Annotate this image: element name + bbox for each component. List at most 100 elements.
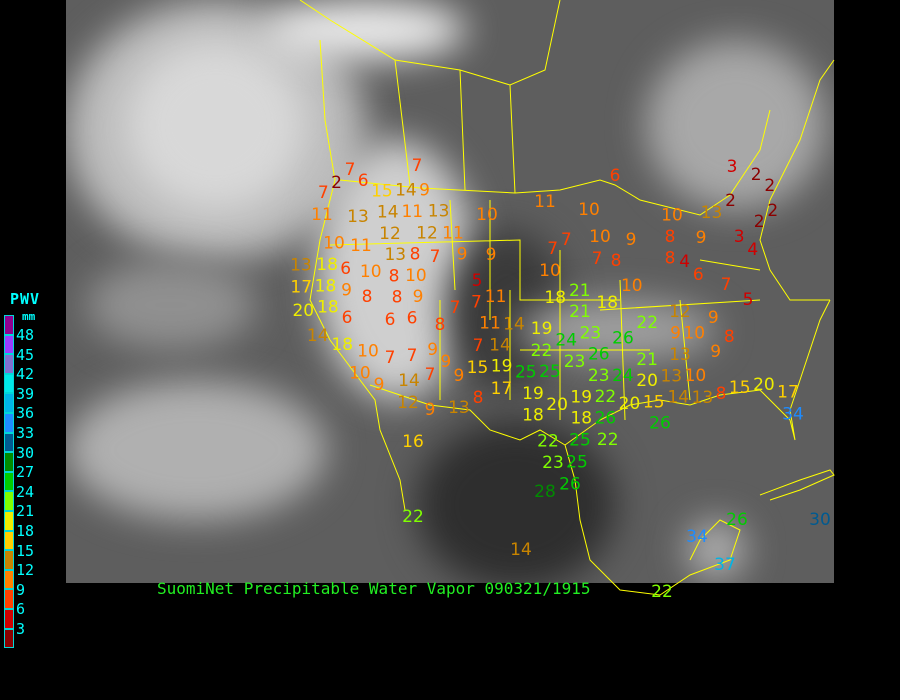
gulf-coast-north xyxy=(564,299,831,446)
station-pwv-value: 30 xyxy=(809,510,831,530)
station-pwv-value: 19 xyxy=(522,384,544,404)
station-pwv-value: 10 xyxy=(578,200,600,220)
station-pwv-value: 7 xyxy=(547,239,558,259)
station-pwv-value: 9 xyxy=(453,366,464,386)
state-lines xyxy=(329,199,761,421)
station-pwv-value: 9 xyxy=(708,308,719,328)
pwv-color-legend: PWV mm 48 45 42 39 36 33 30 27 24 21 18 15 12 9 6 3 xyxy=(0,290,50,670)
station-pwv-value: 14 xyxy=(489,335,511,355)
station-pwv-value: 18 xyxy=(331,335,353,355)
station-pwv-value: 22 xyxy=(537,432,559,452)
station-pwv-value: 8 xyxy=(665,227,676,247)
station-pwv-value: 11 xyxy=(479,314,501,334)
station-pwv-value: 8 xyxy=(611,251,622,271)
station-pwv-value: 17 xyxy=(777,383,799,403)
station-pwv-value: 14 xyxy=(395,181,417,201)
station-pwv-value: 14 xyxy=(503,314,525,334)
station-pwv-value: 20 xyxy=(619,394,641,414)
station-pwv-value: 20 xyxy=(636,371,658,391)
station-pwv-value: 8 xyxy=(435,315,446,335)
station-pwv-value: 23 xyxy=(588,366,610,386)
station-pwv-value: 25 xyxy=(569,431,591,451)
station-pwv-value: 37 xyxy=(714,555,736,575)
station-pwv-value: 18 xyxy=(315,276,337,296)
station-pwv-value: 13 xyxy=(448,398,470,418)
station-pwv-value: 26 xyxy=(612,329,634,349)
station-pwv-value: 28 xyxy=(534,482,556,502)
legend-title: PWV xyxy=(10,290,41,308)
legend-swatch xyxy=(4,530,14,551)
station-pwv-value: 10 xyxy=(476,205,498,225)
legend-tick-label: 9 xyxy=(16,580,26,599)
station-pwv-value: 8 xyxy=(362,287,373,307)
station-pwv-value: 7 xyxy=(430,247,441,267)
station-pwv-value: 25 xyxy=(515,363,537,383)
station-pwv-value: 20 xyxy=(292,301,314,321)
legend-tick-label: 24 xyxy=(16,482,35,501)
station-pwv-value: 26 xyxy=(595,409,617,429)
station-pwv-value: 7 xyxy=(412,156,423,176)
station-pwv-value: 6 xyxy=(358,171,369,191)
station-pwv-value: 13 xyxy=(347,207,369,227)
station-pwv-value: 4 xyxy=(679,252,690,272)
station-pwv-value: 20 xyxy=(753,375,775,395)
station-pwv-value: 5 xyxy=(472,271,483,291)
legend-swatch xyxy=(4,315,14,335)
station-pwv-value: 14 xyxy=(377,203,399,223)
legend-color-bar xyxy=(4,315,14,649)
station-pwv-value: 4 xyxy=(747,240,758,260)
station-pwv-value: 11 xyxy=(350,236,372,256)
station-pwv-value: 11 xyxy=(534,192,556,212)
station-pwv-value: 12 xyxy=(397,393,419,413)
station-pwv-value: 26 xyxy=(726,510,748,530)
station-pwv-value: 5 xyxy=(743,290,754,310)
station-pwv-value: 6 xyxy=(340,259,351,279)
station-pwv-value: 18 xyxy=(316,255,338,275)
legend-swatch xyxy=(4,608,14,629)
station-pwv-value: 10 xyxy=(661,206,683,226)
station-pwv-value: 2 xyxy=(764,176,775,196)
station-pwv-value: 3 xyxy=(727,157,738,177)
cuba-outline xyxy=(759,469,835,501)
canada-province-lines-2 xyxy=(394,59,516,194)
station-pwv-value: 14 xyxy=(398,371,420,391)
station-pwv-value: 11 xyxy=(485,287,507,307)
station-pwv-value: 13 xyxy=(660,367,682,387)
station-pwv-value: 7 xyxy=(450,298,461,318)
station-pwv-value: 10 xyxy=(685,366,707,386)
station-pwv-value: 26 xyxy=(559,474,581,494)
station-pwv-value: 16 xyxy=(402,432,424,452)
station-pwv-value: 14 xyxy=(667,388,689,408)
station-pwv-value: 10 xyxy=(539,261,561,281)
station-pwv-value: 23 xyxy=(580,323,602,343)
station-pwv-value: 13 xyxy=(669,345,691,365)
legend-tick-label: 36 xyxy=(16,404,35,423)
station-pwv-value: 24 xyxy=(555,331,577,351)
legend-tick-label: 12 xyxy=(16,561,35,580)
legend-unit: mm xyxy=(22,310,36,323)
station-pwv-value: 7 xyxy=(721,275,732,295)
legend-swatch xyxy=(4,334,14,355)
legend-tick-label: 39 xyxy=(16,384,35,403)
station-pwv-value: 10 xyxy=(360,262,382,282)
station-pwv-value: 9 xyxy=(374,375,385,395)
station-pwv-value: 22 xyxy=(595,387,617,407)
mexico-border xyxy=(369,384,566,446)
station-pwv-value: 2 xyxy=(751,165,762,185)
station-pwv-value: 7 xyxy=(318,183,329,203)
station-pwv-value: 9 xyxy=(457,245,468,265)
legend-swatch xyxy=(4,491,14,511)
station-pwv-value: 19 xyxy=(531,319,553,339)
station-pwv-value: 26 xyxy=(588,345,610,365)
station-pwv-value: 7 xyxy=(473,336,484,356)
legend-swatch xyxy=(4,452,14,472)
station-pwv-value: 11 xyxy=(442,223,464,243)
station-pwv-value: 12 xyxy=(669,302,691,322)
station-pwv-value: 9 xyxy=(440,352,451,372)
station-pwv-value: 8 xyxy=(473,388,484,408)
station-pwv-value: 13 xyxy=(290,256,312,276)
legend-tick-label: 15 xyxy=(16,541,35,560)
station-pwv-value: 13 xyxy=(428,202,450,222)
station-pwv-value: 7 xyxy=(345,160,356,180)
station-pwv-value: 11 xyxy=(311,205,333,225)
